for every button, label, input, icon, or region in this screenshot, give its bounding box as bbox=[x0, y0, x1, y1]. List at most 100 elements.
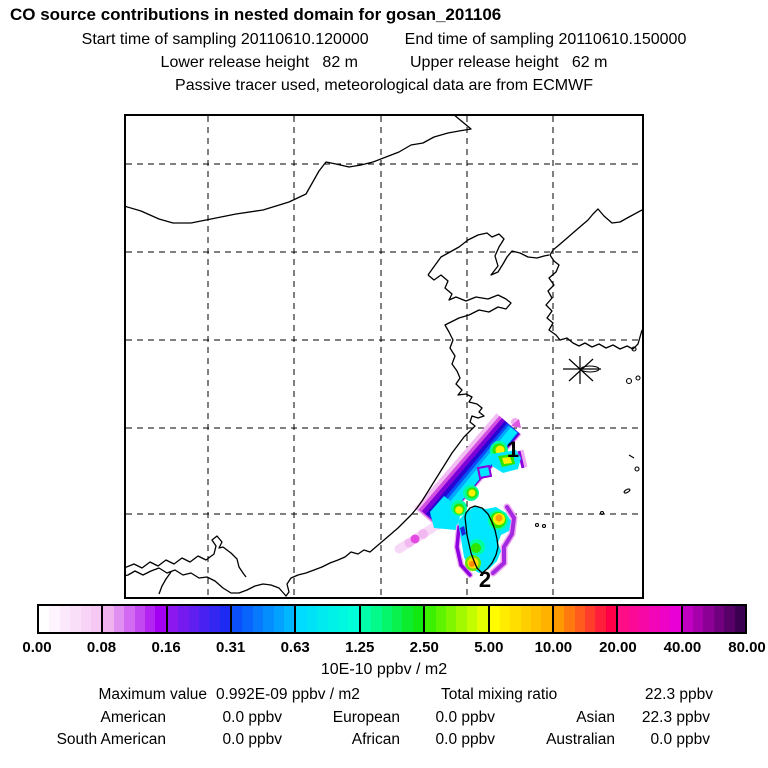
colorbar-segment bbox=[165, 606, 231, 632]
colorbar-cell bbox=[306, 606, 318, 632]
colorbar-cell bbox=[70, 606, 81, 632]
graticule-grid bbox=[126, 116, 642, 597]
colorbar-cell bbox=[317, 606, 328, 632]
bohai-coast bbox=[427, 232, 550, 276]
colorbar-segment bbox=[39, 606, 102, 632]
colorbar-cell bbox=[391, 606, 403, 632]
region-name: European bbox=[332, 709, 400, 726]
page-title: CO source contributions in nested domain… bbox=[10, 5, 502, 24]
max-value-label: Maximum value bbox=[98, 686, 207, 703]
colorbar-tick-label: 10.00 bbox=[534, 639, 573, 656]
taiwan-coast bbox=[464, 505, 499, 574]
plume-2 bbox=[453, 503, 518, 578]
region-value: 0.0 ppbv bbox=[435, 709, 495, 726]
stats-row-max: Maximum value 0.992E-09 ppbv / m2 Total … bbox=[30, 686, 750, 706]
colorbar-cell bbox=[659, 606, 671, 632]
plume-1-label: 1 bbox=[507, 437, 519, 462]
max-value-text: 0.992E-09 ppbv / m2 bbox=[216, 686, 360, 703]
colorbar-tick-label: 2.50 bbox=[409, 639, 439, 656]
colorbar-cell bbox=[489, 606, 500, 632]
colorbar-cell bbox=[445, 606, 457, 632]
colorbar-cell bbox=[198, 606, 210, 632]
colorbar-tick-label: 40.00 bbox=[663, 639, 702, 656]
north-border-line bbox=[126, 116, 472, 224]
colorbar-tick-label: 0.16 bbox=[151, 639, 181, 656]
colorbar-cell bbox=[670, 606, 681, 632]
colorbar-cell bbox=[273, 606, 285, 632]
colorbar-cell bbox=[178, 606, 189, 632]
colorbar-cell bbox=[639, 606, 650, 632]
colorbar-tick-label: 1.25 bbox=[345, 639, 375, 656]
region-name: Australian bbox=[546, 731, 615, 748]
colorbar-tick-labels: 0.00 0.08 0.16 0.31 0.63 1.25 2.50 5.00 10.00 20.… bbox=[22, 639, 765, 657]
colorbar-cell bbox=[113, 606, 125, 632]
colorbar-cell bbox=[371, 606, 382, 632]
colorbar-cell bbox=[618, 606, 629, 632]
korea-coast bbox=[545, 208, 642, 350]
region-value: 22.3 ppbv bbox=[641, 709, 710, 726]
colorbar-cell bbox=[435, 606, 446, 632]
plume-1-trail bbox=[394, 519, 443, 554]
colorbar-tick-label: 80.00 bbox=[728, 639, 766, 656]
colorbar-cell bbox=[499, 606, 511, 632]
colorbar-tick-label: 0.08 bbox=[86, 639, 117, 656]
colorbar-cell bbox=[39, 606, 50, 632]
colorbar-cell bbox=[167, 606, 179, 632]
colorbar-cell bbox=[553, 606, 565, 632]
colorbar-cell bbox=[209, 606, 220, 632]
total-ratio-label: Total mixing ratio bbox=[441, 686, 558, 703]
start-time-text: Start time of sampling 20110610.120000 bbox=[81, 31, 369, 48]
colorbar-cell bbox=[103, 606, 114, 632]
colorbar-cell bbox=[456, 606, 467, 632]
colorbar-unit-label: 10E-10 ppbv / m2 bbox=[320, 661, 448, 678]
colorbar-cell bbox=[531, 606, 542, 632]
china-coast bbox=[126, 274, 512, 597]
colorbar-cell bbox=[425, 606, 436, 632]
coastline bbox=[126, 116, 642, 597]
region-name: South American bbox=[56, 731, 166, 748]
colorbar-cell bbox=[649, 606, 660, 632]
colorbar-cell bbox=[155, 606, 166, 632]
colorbar-cell bbox=[734, 606, 745, 632]
islands bbox=[534, 346, 641, 529]
plume-1-cores bbox=[430, 418, 528, 530]
total-ratio-value: 22.3 ppbv bbox=[644, 686, 713, 703]
colorbar-segment bbox=[423, 606, 488, 632]
colorbar-cell bbox=[595, 606, 606, 632]
colorbar-cell bbox=[134, 606, 145, 632]
region-name: African bbox=[351, 731, 400, 748]
colorbar-tick-label: 0.31 bbox=[216, 639, 246, 656]
sampling-time-line: Start time of sampling 20110610.120000 E… bbox=[0, 31, 768, 49]
colorbar-tick-label: 0.63 bbox=[280, 639, 310, 656]
colorbar-cell bbox=[59, 606, 71, 632]
colorbar-cell bbox=[338, 606, 349, 632]
colorbar-cell bbox=[541, 606, 552, 632]
colorbar-segment bbox=[616, 606, 681, 632]
colorbar-segment bbox=[680, 606, 745, 632]
tracer-note-text: Passive tracer used, meteorological data… bbox=[175, 77, 593, 94]
colorbar-cell bbox=[713, 606, 725, 632]
colorbar-cell bbox=[252, 606, 264, 632]
region-name: Asian bbox=[576, 709, 615, 726]
end-time-text: End time of sampling 20110610.150000 bbox=[404, 31, 687, 48]
lower-release-text: Lower release height 82 m bbox=[160, 54, 358, 71]
colorbar-cell bbox=[80, 606, 91, 632]
region-name: American bbox=[100, 709, 166, 726]
colorbar-tick-label: 20.00 bbox=[599, 639, 637, 656]
colorbar-cell bbox=[232, 606, 243, 632]
map-plot: 1 2 bbox=[126, 116, 642, 597]
colorbar-cell bbox=[296, 606, 307, 632]
colorbar-cell bbox=[477, 606, 488, 632]
region-value: 0.0 ppbv bbox=[435, 731, 495, 748]
colorbar-cell bbox=[188, 606, 199, 632]
tracer-note-line: Passive tracer used, meteorological data… bbox=[0, 77, 768, 95]
colorbar-segment bbox=[230, 606, 295, 632]
colorbar-cell bbox=[144, 606, 156, 632]
plume-2-label: 2 bbox=[479, 567, 491, 592]
colorbar-cell bbox=[703, 606, 714, 632]
colorbar-cell bbox=[692, 606, 704, 632]
colorbar-cell bbox=[605, 606, 617, 632]
colorbar bbox=[37, 604, 747, 634]
station-marker-icon bbox=[563, 356, 601, 384]
colorbar-cell bbox=[124, 606, 135, 632]
